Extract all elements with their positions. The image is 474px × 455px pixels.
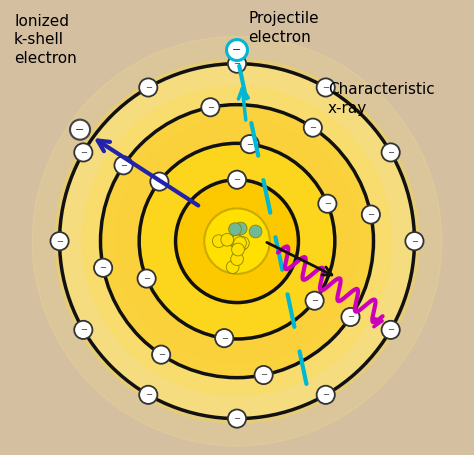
Circle shape	[228, 171, 246, 189]
Text: −: −	[207, 103, 214, 112]
Text: −: −	[145, 390, 152, 399]
Circle shape	[114, 118, 360, 364]
Circle shape	[114, 156, 133, 174]
Circle shape	[175, 180, 299, 303]
Text: −: −	[260, 370, 267, 379]
Text: −: −	[56, 237, 63, 246]
Circle shape	[231, 253, 244, 265]
Circle shape	[228, 410, 246, 428]
Circle shape	[139, 143, 335, 339]
Text: −: −	[234, 414, 240, 423]
Text: −: −	[156, 177, 163, 186]
Text: Ionized
k-shell
electron: Ionized k-shell electron	[14, 14, 77, 66]
Circle shape	[249, 225, 262, 238]
Text: −: −	[367, 210, 374, 219]
Text: −: −	[232, 45, 242, 55]
Text: −: −	[234, 175, 240, 184]
Text: −: −	[145, 83, 152, 92]
Circle shape	[229, 233, 242, 246]
Circle shape	[228, 235, 241, 248]
Text: −: −	[158, 350, 164, 359]
Circle shape	[60, 64, 414, 419]
Text: −: −	[311, 296, 318, 305]
Circle shape	[146, 150, 328, 332]
Circle shape	[74, 321, 92, 339]
Circle shape	[32, 36, 442, 446]
Circle shape	[382, 321, 400, 339]
Text: −: −	[75, 125, 85, 135]
Circle shape	[139, 143, 335, 339]
Circle shape	[215, 329, 233, 347]
Circle shape	[232, 243, 245, 256]
Circle shape	[241, 135, 259, 153]
Text: −: −	[411, 237, 418, 246]
Text: Characteristic
x-ray: Characteristic x-ray	[328, 82, 435, 116]
Circle shape	[152, 345, 170, 364]
Circle shape	[139, 78, 157, 96]
Circle shape	[221, 233, 234, 246]
Circle shape	[204, 208, 270, 274]
Circle shape	[100, 105, 374, 378]
Text: −: −	[100, 263, 107, 272]
Text: −: −	[221, 334, 228, 343]
Circle shape	[50, 232, 69, 250]
Text: −: −	[322, 83, 329, 92]
Text: −: −	[347, 313, 354, 322]
Circle shape	[304, 119, 322, 137]
Circle shape	[201, 98, 219, 116]
Circle shape	[306, 292, 324, 310]
Circle shape	[227, 40, 247, 61]
Text: −: −	[246, 140, 253, 149]
Circle shape	[82, 86, 392, 396]
Text: −: −	[324, 199, 331, 208]
Circle shape	[231, 235, 244, 248]
Text: −: −	[120, 161, 127, 170]
Circle shape	[139, 386, 157, 404]
Circle shape	[234, 222, 247, 235]
Circle shape	[228, 223, 241, 236]
Circle shape	[212, 235, 225, 248]
Circle shape	[234, 237, 246, 249]
Text: −: −	[143, 274, 150, 283]
Text: −: −	[322, 390, 329, 399]
Circle shape	[236, 238, 248, 251]
Text: −: −	[80, 325, 87, 334]
Circle shape	[255, 366, 273, 384]
Text: −: −	[310, 123, 316, 132]
Text: −: −	[387, 325, 394, 334]
Circle shape	[74, 143, 92, 162]
Circle shape	[226, 261, 239, 273]
Text: −: −	[387, 148, 394, 157]
Circle shape	[317, 78, 335, 96]
Circle shape	[150, 172, 168, 191]
Circle shape	[318, 195, 337, 213]
Circle shape	[137, 269, 156, 288]
Circle shape	[405, 232, 424, 250]
Circle shape	[362, 205, 380, 223]
Circle shape	[382, 143, 400, 162]
Circle shape	[55, 59, 419, 423]
Text: −: −	[80, 148, 87, 157]
Circle shape	[341, 308, 360, 326]
Text: −: −	[234, 59, 240, 68]
Circle shape	[317, 386, 335, 404]
Circle shape	[237, 237, 249, 249]
Circle shape	[94, 259, 112, 277]
Circle shape	[175, 180, 299, 303]
Circle shape	[70, 120, 90, 140]
Text: Projectile
electron: Projectile electron	[248, 11, 319, 45]
Circle shape	[228, 55, 246, 73]
